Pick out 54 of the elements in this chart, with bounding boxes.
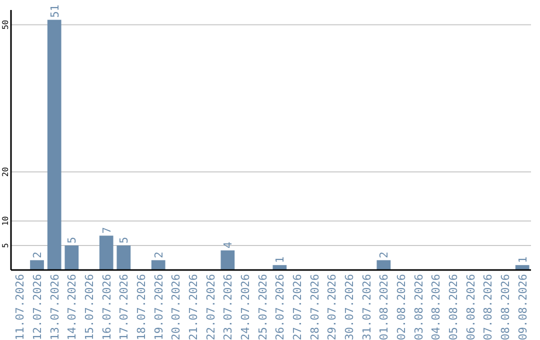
x-tick-label: 20.07.2026 — [170, 274, 183, 340]
x-tick-label: 05.08.2026 — [447, 274, 460, 340]
bar — [376, 260, 391, 270]
bar — [515, 265, 530, 270]
bar — [47, 20, 62, 270]
x-tick-label: 15.07.2026 — [83, 274, 96, 340]
data-label: 2 — [378, 252, 391, 258]
y-tick-label: 5 — [1, 242, 10, 248]
bar — [220, 250, 235, 270]
x-tick-label: 29.07.2026 — [326, 274, 339, 340]
bar — [151, 260, 166, 270]
data-label: 1 — [274, 256, 287, 264]
x-tick-label: 24.07.2026 — [239, 274, 252, 340]
x-tick-label: 23.07.2026 — [222, 274, 235, 340]
x-tick-label: 21.07.2026 — [187, 274, 200, 340]
bar — [30, 260, 44, 270]
data-label: 5 — [66, 236, 79, 244]
x-tick-label: 09.08.2026 — [516, 274, 530, 340]
x-tick-label: 26.07.2026 — [274, 274, 287, 340]
x-tick-label: 04.08.2026 — [430, 274, 443, 340]
data-label: 5 — [118, 236, 131, 244]
data-label: 4 — [222, 241, 235, 248]
x-tick-label: 18.07.2026 — [135, 274, 148, 340]
x-tick-label: 14.07.2026 — [66, 274, 79, 340]
x-tick-label: 12.07.2026 — [31, 274, 44, 340]
x-tick-label: 03.08.2026 — [412, 274, 426, 340]
x-tick-label: 17.07.2026 — [118, 274, 131, 340]
x-tick-label: 30.07.2026 — [343, 274, 356, 340]
x-tick-label: 25.07.2026 — [256, 274, 270, 340]
y-tick-label: 10 — [1, 216, 10, 226]
x-tick-label: 02.08.2026 — [395, 274, 408, 340]
x-tick-label: 19.07.2026 — [152, 274, 166, 340]
x-tick-label: 01.08.2026 — [378, 274, 391, 340]
data-label: 1 — [516, 256, 530, 264]
x-tick-label: 13.07.2026 — [48, 274, 62, 340]
y-tick-label: 20 — [1, 166, 10, 177]
data-label: 2 — [152, 252, 166, 258]
data-label: 7 — [100, 227, 114, 234]
bar — [272, 265, 287, 270]
x-tick-label: 16.07.2026 — [100, 274, 114, 340]
x-tick-label: 06.08.2026 — [464, 274, 478, 340]
bar — [116, 245, 131, 270]
x-tick-label: 11.07.2026 — [14, 274, 27, 340]
bar — [64, 245, 79, 270]
data-label: 51 — [48, 4, 62, 18]
data-label: 2 — [31, 252, 44, 258]
x-tick-label: 07.08.2026 — [482, 274, 495, 340]
x-tick-label: 31.07.2026 — [360, 274, 374, 340]
x-tick-label: 27.07.2026 — [291, 274, 304, 340]
x-tick-label: 28.07.2026 — [308, 274, 322, 340]
y-tick-label: 50 — [1, 20, 10, 30]
x-tick-label: 22.07.2026 — [204, 274, 218, 340]
x-tick-label: 08.08.2026 — [499, 274, 512, 340]
bar — [99, 236, 114, 270]
